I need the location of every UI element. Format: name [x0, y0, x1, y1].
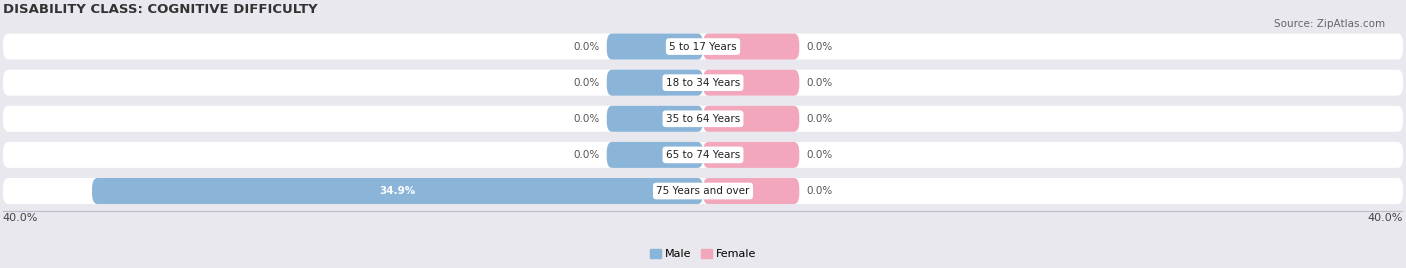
Text: 0.0%: 0.0%	[806, 150, 832, 160]
FancyBboxPatch shape	[3, 106, 1403, 132]
FancyBboxPatch shape	[91, 178, 703, 204]
FancyBboxPatch shape	[703, 178, 799, 204]
FancyBboxPatch shape	[3, 34, 1403, 59]
FancyBboxPatch shape	[703, 70, 799, 96]
Text: 35 to 64 Years: 35 to 64 Years	[666, 114, 740, 124]
FancyBboxPatch shape	[703, 142, 799, 168]
Text: DISABILITY CLASS: COGNITIVE DIFFICULTY: DISABILITY CLASS: COGNITIVE DIFFICULTY	[3, 3, 318, 16]
Text: 0.0%: 0.0%	[806, 186, 832, 196]
Text: 65 to 74 Years: 65 to 74 Years	[666, 150, 740, 160]
Text: 5 to 17 Years: 5 to 17 Years	[669, 42, 737, 51]
Text: 40.0%: 40.0%	[1368, 213, 1403, 223]
FancyBboxPatch shape	[607, 106, 703, 132]
Text: 0.0%: 0.0%	[574, 78, 600, 88]
FancyBboxPatch shape	[3, 142, 1403, 168]
Text: 18 to 34 Years: 18 to 34 Years	[666, 78, 740, 88]
Text: 0.0%: 0.0%	[574, 42, 600, 51]
Text: 0.0%: 0.0%	[806, 78, 832, 88]
Text: 75 Years and over: 75 Years and over	[657, 186, 749, 196]
FancyBboxPatch shape	[607, 34, 703, 59]
FancyBboxPatch shape	[607, 142, 703, 168]
FancyBboxPatch shape	[703, 34, 799, 59]
Text: 0.0%: 0.0%	[806, 42, 832, 51]
Text: 0.0%: 0.0%	[806, 114, 832, 124]
Legend: Male, Female: Male, Female	[645, 244, 761, 264]
Text: 40.0%: 40.0%	[3, 213, 38, 223]
FancyBboxPatch shape	[3, 178, 1403, 204]
Text: Source: ZipAtlas.com: Source: ZipAtlas.com	[1274, 19, 1385, 29]
Text: 0.0%: 0.0%	[574, 150, 600, 160]
FancyBboxPatch shape	[607, 70, 703, 96]
Text: 34.9%: 34.9%	[380, 186, 416, 196]
Text: 0.0%: 0.0%	[574, 114, 600, 124]
FancyBboxPatch shape	[3, 70, 1403, 96]
FancyBboxPatch shape	[703, 106, 799, 132]
